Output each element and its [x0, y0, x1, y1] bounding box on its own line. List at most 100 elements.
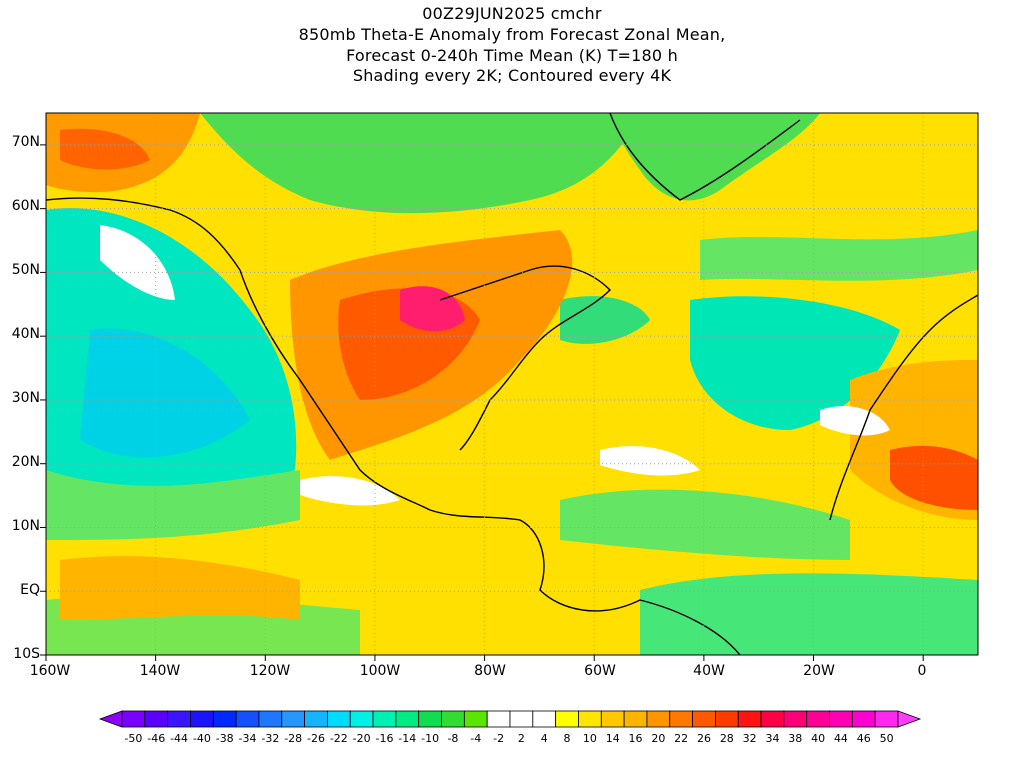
lat-label-10s: 10S [13, 646, 40, 662]
colorbar-swatch [486, 710, 511, 728]
near-zero-patch-3 [600, 446, 700, 476]
south-atlantic-green [640, 573, 978, 655]
colorbar-label: 44 [833, 732, 848, 745]
colorbar-swatch [349, 710, 374, 728]
colorbar-label: -50 [124, 732, 143, 745]
colorbar-swatch [737, 710, 762, 728]
colorbar-swatch [715, 710, 739, 728]
colorbar-swatch [532, 710, 557, 728]
greenland-negative-region [610, 113, 820, 201]
canada-negative-region [200, 113, 640, 214]
colorbar-swatch [829, 710, 853, 728]
sahara-positive-core [890, 445, 978, 510]
near-zero-patch-4 [820, 406, 890, 436]
colorbar-label: 46 [856, 732, 871, 745]
colorbar-label: -8 [447, 732, 459, 745]
colorbar-label: 10 [582, 732, 597, 745]
atlantic-negative-region [690, 296, 900, 430]
lat-label-30n: 30N [11, 390, 40, 406]
lon-label-60w: 60W [584, 663, 616, 679]
colorbar-label: 32 [742, 732, 757, 745]
colorbar-swatch [121, 710, 146, 728]
pacific-negative-core [80, 328, 250, 458]
lat-label-10n: 10N [11, 518, 40, 534]
near-zero-patch-2 [300, 476, 400, 506]
lat-label-20n: 20N [11, 454, 40, 470]
lon-label-20w: 20W [803, 663, 835, 679]
plot-frame [45, 112, 979, 656]
colorbar-swatch [327, 710, 351, 728]
lon-label-160w: 160W [29, 663, 71, 679]
colorbar-swatch [851, 710, 876, 728]
colorbar-label: -28 [284, 732, 303, 745]
colorbar-swatch [463, 710, 488, 728]
colorbar-label: -38 [215, 732, 234, 745]
lat-label-70n: 70N [11, 134, 40, 150]
colorbar-swatch [555, 710, 579, 728]
colorbar-label: 14 [605, 732, 620, 745]
colorbar-label: -22 [329, 732, 348, 745]
atlantic-green-band [700, 230, 978, 281]
colorbar-label: 8 [563, 732, 571, 745]
colorbar-label: -26 [307, 732, 325, 745]
colorbar-swatch [806, 710, 830, 728]
axis-ticks [40, 144, 924, 661]
pacific-green-rim [46, 470, 300, 540]
colorbar-label: -2 [493, 732, 505, 745]
colorbar-swatch [418, 710, 442, 728]
colorbar-label: 26 [697, 732, 711, 745]
colorbar-swatch [167, 710, 191, 728]
lat-label-60n: 60N [11, 198, 40, 214]
colorbar-label: -16 [375, 732, 394, 745]
colorbar-label: -20 [352, 732, 371, 745]
colorbar-label: -10 [421, 732, 440, 745]
colorbar [98, 710, 922, 728]
colorbar-swatch [783, 710, 808, 728]
title-line-2: 850mb Theta-E Anomaly from Forecast Zona… [298, 25, 726, 44]
lat-label-40n: 40N [11, 326, 40, 342]
colorbar-swatch [304, 710, 328, 728]
colorbar-label: 22 [674, 732, 689, 745]
colorbar-swatch [281, 710, 305, 728]
colorbar-swatch [646, 710, 671, 728]
colorbar-label: -14 [398, 732, 417, 745]
colorbar-label: 4 [540, 732, 548, 745]
eq-pacific-orange [60, 556, 300, 620]
colorbar-swatch [578, 710, 602, 728]
lon-label-80w: 80W [474, 663, 506, 679]
colorbar-label: -44 [170, 732, 189, 745]
colorbar-swatch [874, 710, 899, 728]
colorbar-swatch [144, 710, 169, 728]
colorbar-swatch [235, 710, 260, 728]
lat-label-50n: 50N [11, 262, 40, 278]
colorbar-label: -40 [192, 732, 211, 745]
colorbar-label: 16 [628, 732, 643, 745]
colorbar-swatch [623, 710, 648, 728]
lon-label-0: 0 [917, 663, 927, 679]
lon-label-40w: 40W [693, 663, 725, 679]
colorbar-swatch [212, 710, 237, 728]
colorbar-arrow-right [897, 710, 922, 728]
colorbar-swatch [760, 710, 785, 728]
title-line-1: 00Z29JUN2025 cmchr [422, 4, 602, 23]
colorbar-label: 40 [811, 732, 826, 745]
title-line-4: Shading every 2K; Contoured every 4K [352, 66, 672, 85]
colorbar-swatch [395, 710, 420, 728]
colorbar-label: 28 [719, 732, 734, 745]
alaska-positive-core [60, 128, 150, 170]
colorbar-swatch [190, 710, 214, 728]
lat-label-eq: EQ [20, 582, 40, 598]
colorbar-label: 38 [788, 732, 803, 745]
colorbar-label: -46 [147, 732, 166, 745]
colorbar-swatch [509, 710, 534, 728]
colorbar-swatch [372, 710, 397, 728]
colorbar-label: 50 [879, 732, 894, 745]
coastlines [46, 113, 978, 655]
colorbar-arrow-left [98, 710, 123, 728]
lon-label-120w: 120W [249, 663, 291, 679]
colorbar-label: 20 [651, 732, 666, 745]
near-zero-patch-1 [100, 225, 175, 300]
lon-label-140w: 140W [139, 663, 181, 679]
colorbar-label: 2 [517, 732, 525, 745]
